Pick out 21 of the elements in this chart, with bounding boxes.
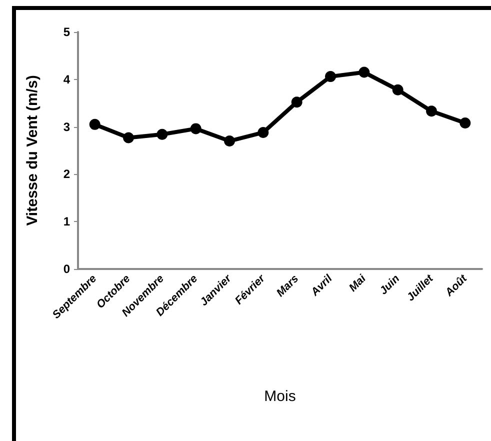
- point: [460, 118, 471, 129]
- point: [325, 71, 336, 82]
- point: [258, 126, 269, 138]
- point: [426, 106, 437, 117]
- y-tick-label: 0: [63, 262, 70, 276]
- x-tick-label: Mai: [346, 272, 370, 294]
- point: [123, 132, 134, 144]
- x-axis-title: Mois: [264, 388, 296, 405]
- y-tick-label: 2: [63, 167, 70, 182]
- y-axis-title: Vitesse du Vent (m/s): [24, 75, 41, 226]
- point: [89, 118, 100, 130]
- point: [392, 84, 404, 96]
- point: [190, 123, 202, 134]
- point: [224, 136, 235, 147]
- point: [291, 96, 302, 108]
- y-tick-label: 1: [63, 214, 70, 229]
- y-tick-label: 3: [63, 120, 70, 134]
- point: [156, 128, 168, 140]
- y-tick-label: 4: [63, 72, 70, 86]
- point: [358, 66, 370, 78]
- y-tick-label: 5: [63, 25, 70, 39]
